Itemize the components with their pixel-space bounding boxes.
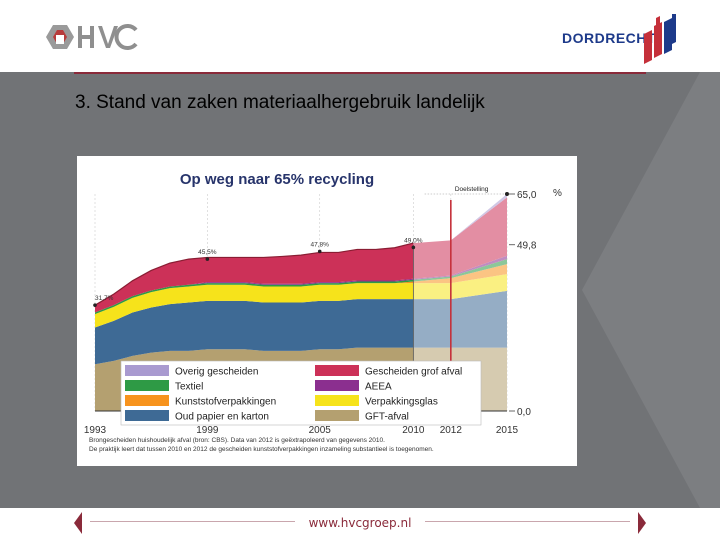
- point-label: 45,5%: [198, 249, 217, 256]
- area-gescheiden-grof-afval-projection: [413, 197, 507, 279]
- area-gescheiden-grof-afval: [95, 243, 414, 313]
- x-tick-label: 2005: [309, 425, 332, 436]
- x-tick-label: 2015: [496, 425, 519, 436]
- legend-swatch: [125, 410, 169, 421]
- area-verpakkingsglas: [95, 283, 414, 328]
- header-divider: [74, 72, 646, 74]
- legend-label: Gescheiden grof afval: [365, 367, 462, 378]
- point-label: 47,8%: [311, 241, 330, 248]
- area-kunststofverpakkingen-projection: [413, 264, 507, 284]
- area-verpakkingsglas-projection: [413, 274, 507, 300]
- y-unit-label: %: [553, 188, 562, 199]
- header-bar: DORDRECHT: [0, 0, 720, 72]
- legend-swatch: [315, 410, 359, 421]
- point-marker: [205, 257, 210, 261]
- legend-label: GFT-afval: [365, 412, 409, 423]
- y-tick-label: 49,8: [517, 241, 537, 252]
- legend-swatch: [315, 395, 359, 406]
- x-tick-label: 1993: [84, 425, 107, 436]
- footer-line-right: [425, 521, 630, 522]
- chart-image: Op weg naar 65% recycling Doelstelling 31…: [77, 156, 577, 466]
- area-oud-papier-en-karton-projection: [413, 290, 507, 348]
- legend-swatch: [125, 395, 169, 406]
- y-tick-label: 65,0: [517, 190, 537, 201]
- area-textiel-projection: [413, 259, 507, 282]
- hvc-logo: [46, 24, 138, 50]
- x-tick-label: 2010: [402, 425, 425, 436]
- footer-line-left: [90, 521, 295, 522]
- prev-arrow-icon[interactable]: [74, 512, 82, 534]
- legend-label: Kunststofverpakkingen: [175, 397, 276, 408]
- x-tick-label: 2012: [440, 425, 463, 436]
- point-label: 49,0%: [404, 237, 423, 244]
- y-tick-label: 0,0: [517, 407, 531, 418]
- area-oud-papier-en-karton: [95, 299, 414, 365]
- total-line: [94, 242, 414, 306]
- slide-title: 3. Stand van zaken materiaalhergebruik l…: [75, 92, 485, 113]
- slide-background: 3. Stand van zaken materiaalhergebruik l…: [0, 72, 720, 508]
- chart-title: Op weg naar 65% recycling: [180, 171, 374, 188]
- point-marker: [411, 245, 416, 250]
- legend-label: Verpakkingsglas: [365, 397, 438, 408]
- dordrecht-emblem-icon: [644, 14, 676, 64]
- legend-label: Overig gescheiden: [175, 367, 258, 378]
- point-label: 31,7%: [95, 295, 114, 302]
- background-arrow-shape: [582, 72, 720, 508]
- recycling-chart: Op weg naar 65% recycling Doelstelling 31…: [84, 171, 562, 453]
- point-marker: [317, 249, 322, 254]
- next-arrow-icon[interactable]: [638, 512, 646, 534]
- x-tick-label: 1999: [196, 425, 219, 436]
- point-marker: [93, 303, 97, 307]
- legend-swatch: [315, 365, 359, 376]
- footer-bar: www.hvcgroep.nl: [0, 508, 720, 540]
- legend-box: [120, 360, 482, 426]
- legend-label: Oud papier en karton: [175, 412, 269, 423]
- legend-swatch: [315, 380, 359, 391]
- footer-url: www.hvcgroep.nl: [308, 516, 412, 530]
- legend-swatch: [125, 380, 169, 391]
- source-note-2: De praktijk leert dat tussen 2010 en 201…: [89, 446, 434, 453]
- goal-label: Doelstelling: [455, 186, 489, 193]
- goal-point: [505, 192, 509, 196]
- source-note-1: Brongescheiden huishoudelijk afval (bron…: [89, 437, 385, 444]
- legend-label: AEEA: [365, 382, 392, 393]
- legend-label: Textiel: [175, 382, 203, 393]
- legend-swatch: [125, 365, 169, 376]
- dordrecht-logo-text: DORDRECHT: [562, 30, 656, 46]
